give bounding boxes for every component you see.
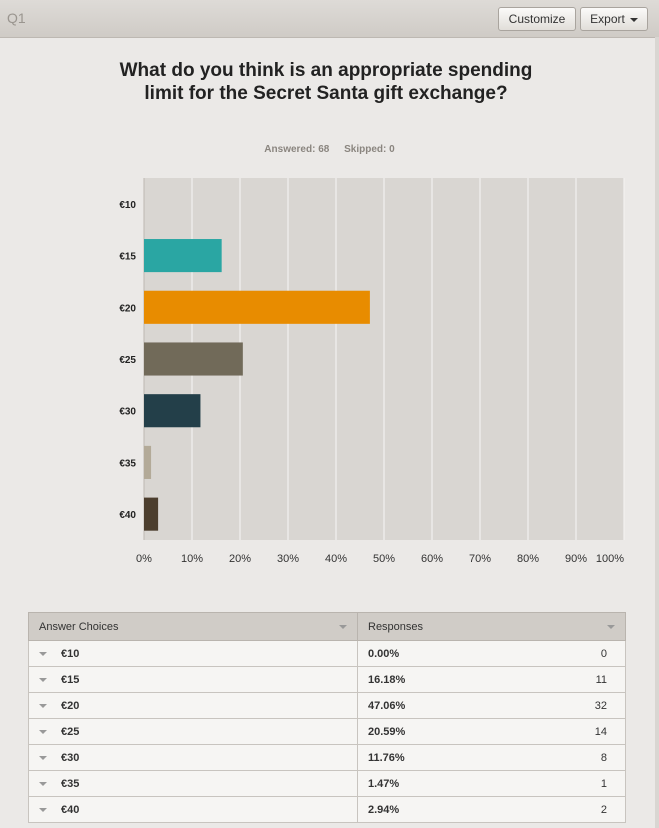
bar	[144, 394, 201, 428]
x-tick-label: 80%	[517, 553, 539, 565]
expand-triangle-icon[interactable]	[39, 677, 47, 682]
choice-label: €25	[61, 725, 80, 738]
y-tick-label: €35	[119, 458, 136, 469]
choice-cell: €15	[28, 666, 358, 693]
question-id: Q1	[7, 10, 26, 26]
bar	[144, 497, 159, 531]
choice-label: €30	[61, 751, 80, 764]
expand-triangle-icon[interactable]	[39, 729, 47, 734]
answered-count: Answered: 68	[264, 144, 330, 155]
percent-value: 2.94%	[368, 803, 400, 816]
table-row: €20 47.06% 32	[28, 692, 626, 719]
customize-button[interactable]: Customize	[498, 7, 576, 31]
count-value: 32	[594, 699, 607, 712]
bar	[144, 342, 243, 376]
x-tick-label: 70%	[469, 553, 491, 565]
percent-value: 1.47%	[368, 777, 400, 790]
x-tick-label: 40%	[325, 553, 347, 565]
skipped-count: Skipped: 0	[344, 144, 395, 155]
choice-cell: €20	[28, 692, 358, 719]
choice-label: €35	[61, 777, 80, 790]
x-tick-label: 10%	[181, 553, 203, 565]
x-tick-label: 30%	[277, 553, 299, 565]
percent-value: 11.76%	[368, 751, 405, 764]
choice-cell: €25	[28, 718, 358, 745]
response-cell: 20.59% 14	[357, 718, 626, 745]
x-tick-label: 0%	[136, 553, 152, 565]
choice-cell: €35	[28, 770, 358, 797]
sort-icon[interactable]	[339, 625, 347, 629]
expand-triangle-icon[interactable]	[39, 703, 47, 708]
export-button[interactable]: Export	[580, 7, 648, 31]
choice-label: €15	[61, 673, 80, 686]
count-value: 0	[600, 647, 607, 660]
x-tick-label: 100%	[596, 553, 624, 565]
response-cell: 0.00% 0	[357, 640, 626, 667]
choice-cell: €30	[28, 744, 358, 771]
table-row: €10 0.00% 0	[28, 640, 626, 667]
responses-table: Answer Choices Responses €10 0.00% 0 €15 16.…	[28, 612, 626, 823]
count-value: 2	[600, 803, 607, 816]
y-tick-label: €40	[119, 510, 136, 521]
count-value: 1	[600, 777, 607, 790]
percent-value: 16.18%	[368, 673, 406, 686]
table-row: €15 16.18% 11	[28, 666, 626, 693]
export-label: Export	[590, 12, 625, 26]
response-stats: Answered: 68 Skipped: 0	[0, 144, 659, 155]
expand-triangle-icon[interactable]	[39, 781, 47, 786]
y-tick-label: €15	[119, 252, 136, 263]
percent-value: 20.59%	[368, 725, 406, 738]
count-value: 14	[594, 725, 607, 738]
y-tick-label: €10	[119, 200, 136, 211]
choice-label: €20	[61, 699, 80, 712]
expand-triangle-icon[interactable]	[39, 807, 47, 812]
percent-value: 47.06%	[368, 699, 406, 712]
response-cell: 16.18% 11	[357, 666, 626, 693]
x-tick-label: 50%	[373, 553, 395, 565]
y-tick-label: €25	[119, 355, 136, 366]
y-tick-label: €30	[119, 407, 136, 418]
percent-value: 0.00%	[368, 647, 400, 660]
table-row: €30 11.76% 8	[28, 744, 626, 771]
response-cell: 47.06% 32	[357, 692, 626, 719]
table-row: €35 1.47% 1	[28, 770, 626, 797]
chevron-down-icon	[629, 17, 638, 22]
x-tick-label: 20%	[229, 553, 251, 565]
count-value: 8	[600, 751, 607, 764]
choice-cell: €10	[28, 640, 358, 667]
bar	[144, 239, 222, 273]
bar	[144, 445, 152, 479]
response-cell: 1.47% 1	[357, 770, 626, 797]
chart-title: What do you think is an appropriate spen…	[119, 60, 533, 104]
response-cell: 2.94% 2	[357, 796, 626, 823]
x-tick-label: 90%	[565, 553, 587, 565]
panel-border	[655, 37, 659, 828]
table-row: €40 2.94% 2	[28, 796, 626, 823]
col-header-responses[interactable]: Responses	[357, 612, 626, 641]
choice-label: €10	[61, 647, 80, 660]
expand-triangle-icon[interactable]	[39, 755, 47, 760]
choice-label: €40	[61, 803, 80, 816]
table-row: €25 20.59% 14	[28, 718, 626, 745]
choice-cell: €40	[28, 796, 358, 823]
expand-triangle-icon[interactable]	[39, 651, 47, 656]
sort-icon[interactable]	[607, 625, 615, 629]
x-tick-label: 60%	[421, 553, 443, 565]
response-cell: 11.76% 8	[357, 744, 626, 771]
y-tick-label: €20	[119, 303, 136, 314]
col-header-choices[interactable]: Answer Choices	[28, 612, 358, 641]
count-value: 11	[595, 673, 607, 686]
bar	[144, 290, 370, 324]
question-header: Q1 Customize Export	[0, 0, 659, 38]
bar-chart: 0% 10% 20% 30% 40% 50% 60% 70% 80% 90% 100% €10 €15 €…	[119, 178, 625, 565]
